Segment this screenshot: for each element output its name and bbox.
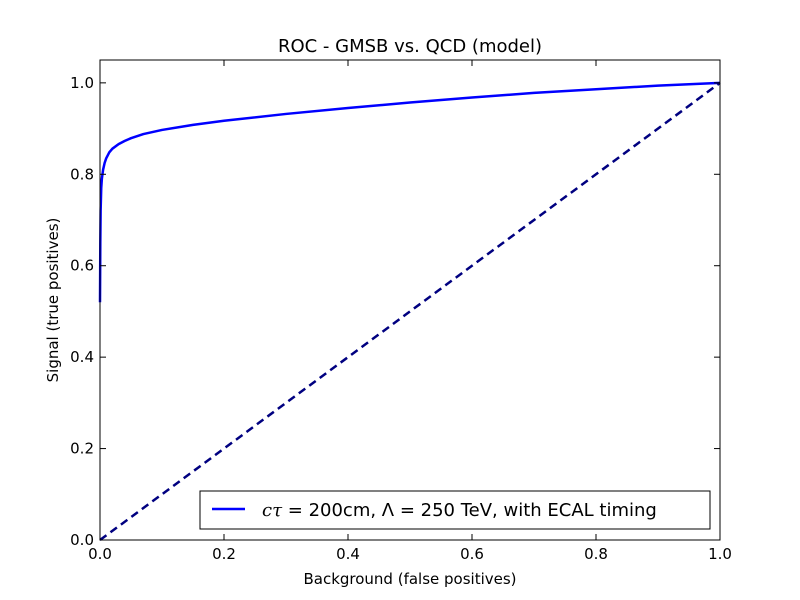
series-line-1 — [99, 81, 721, 542]
axis-ticks: 0.0 0.2 0.4 0.6 0.8 1.0 0.0 0.2 0.4 0.6 0.8 1.0 — [70, 60, 732, 563]
y-tick-label: 1.0 — [70, 74, 94, 92]
y-tick-label: 0.4 — [70, 348, 94, 366]
x-tick-label: 0.2 — [212, 545, 236, 563]
x-tick-label: 0.8 — [584, 545, 608, 563]
y-tick-label: 0.8 — [70, 165, 94, 183]
y-tick-label: 0.0 — [70, 531, 94, 549]
plot-area — [98, 81, 721, 542]
x-axis-label: Background (false positives) — [303, 570, 516, 588]
legend-entry-label: cτ = 200cm, Λ = 250 TeV, with ECAL timin… — [262, 500, 657, 521]
x-tick-label: 0.6 — [460, 545, 484, 563]
plot-frame — [99, 59, 721, 541]
x-tick-label: 1.0 — [708, 545, 732, 563]
legend-box — [199, 490, 711, 530]
legend-rest: = 200cm, Λ = 250 TeV, with ECAL timing — [282, 500, 657, 521]
y-axis-label: Signal (true positives) — [44, 218, 62, 383]
legend: cτ = 200cm, Λ = 250 TeV, with ECAL timin… — [199, 490, 711, 530]
x-tick-label: 0.4 — [336, 545, 360, 563]
series-line-0 — [98, 81, 721, 303]
chart-title: ROC - GMSB vs. QCD (model) — [278, 36, 542, 57]
x-tick-label: 0.0 — [88, 545, 112, 563]
legend-math: cτ — [262, 500, 283, 521]
y-tick-label: 0.2 — [70, 440, 94, 458]
y-tick-label: 0.6 — [70, 257, 94, 275]
